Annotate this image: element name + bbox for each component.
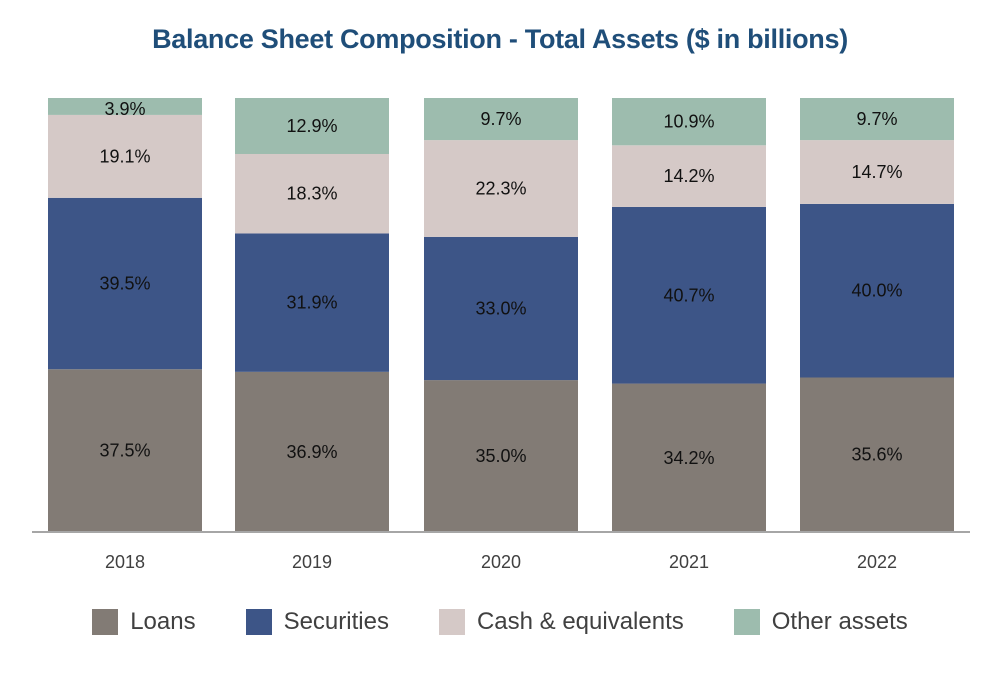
bar-2020-cash-equivalents — [424, 140, 578, 237]
legend-swatch — [245, 609, 272, 635]
bar-2018-other-assets — [48, 98, 202, 115]
data-label-2019-loans: 36.9% — [286, 442, 337, 462]
bar-2019-securities — [235, 233, 389, 372]
data-label-2020-securities: 33.0% — [475, 298, 526, 318]
legend-label: Securities — [283, 608, 389, 635]
data-label-2019-cash-equivalents: 18.3% — [286, 184, 337, 204]
x-tick-2019: 2019 — [292, 552, 332, 572]
data-label-2022-securities: 40.0% — [851, 281, 902, 301]
bar-2019-cash-equivalents — [235, 153, 389, 234]
data-label-2019-securities: 31.9% — [286, 293, 337, 313]
bar-2021-cash-equivalents — [612, 145, 766, 207]
data-label-2020-cash-equivalents: 22.3% — [475, 178, 526, 198]
data-label-2021-securities: 40.7% — [663, 285, 714, 305]
x-tick-2021: 2021 — [669, 552, 709, 572]
data-label-2018-other-assets: 3.9% — [104, 99, 145, 119]
bar-2020-other-assets — [424, 98, 578, 141]
legend: Loans Securities Cash & equivalents Other a… — [0, 608, 1000, 636]
x-tick-2018: 2018 — [105, 552, 145, 572]
bar-2021-other-assets — [612, 98, 766, 146]
legend-swatch — [92, 609, 119, 635]
bar-2022-securities — [800, 203, 954, 378]
legend-item-securities: Securities — [245, 608, 389, 636]
bar-2020-securities — [424, 236, 578, 381]
legend-label: Cash & equivalents — [476, 608, 684, 635]
data-label-2022-loans: 35.6% — [851, 445, 902, 465]
data-label-2018-cash-equivalents: 19.1% — [99, 146, 150, 166]
bar-2018-securities — [48, 197, 202, 370]
bar-2020-loans — [424, 380, 578, 532]
legend-item-other-assets: Other assets — [733, 608, 908, 636]
bar-2019-other-assets — [235, 98, 389, 154]
data-label-2018-loans: 37.5% — [99, 441, 150, 461]
data-label-2021-loans: 34.2% — [663, 448, 714, 468]
bar-2021-securities — [612, 206, 766, 384]
legend-label: Other assets — [771, 608, 908, 635]
chart-title: Balance Sheet Composition - Total Assets… — [152, 24, 848, 54]
x-tick-2022: 2022 — [857, 552, 897, 572]
x-tick-2020: 2020 — [481, 552, 521, 572]
data-label-2022-other-assets: 9.7% — [856, 109, 897, 129]
data-label-2019-other-assets: 12.9% — [286, 116, 337, 136]
bar-2022-loans — [800, 377, 954, 532]
bar-2022-cash-equivalents — [800, 140, 954, 204]
legend-swatch — [733, 609, 760, 635]
data-label-2020-other-assets: 9.7% — [480, 109, 521, 129]
bar-2018-loans — [48, 369, 202, 532]
legend-swatch — [438, 609, 465, 635]
chart-plot: 37.5% 39.5% 19.1% 3.9% 36.9% 31.9% 18.3% 12.9% 3… — [32, 98, 970, 572]
bar-2022-other-assets — [800, 98, 954, 141]
data-label-2022-cash-equivalents: 14.7% — [851, 162, 902, 182]
bar-2018-cash-equivalents — [48, 114, 202, 198]
data-label-2021-cash-equivalents: 14.2% — [663, 166, 714, 186]
legend-item-cash-equivalents: Cash & equivalents — [438, 608, 684, 636]
bar-2021-loans — [612, 383, 766, 532]
legend-item-loans: Loans — [92, 608, 196, 636]
legend-label: Loans — [130, 608, 196, 635]
data-label-2020-loans: 35.0% — [475, 446, 526, 466]
data-label-2018-securities: 39.5% — [99, 274, 150, 294]
data-label-2021-other-assets: 10.9% — [663, 112, 714, 132]
bar-2019-loans — [235, 371, 389, 532]
